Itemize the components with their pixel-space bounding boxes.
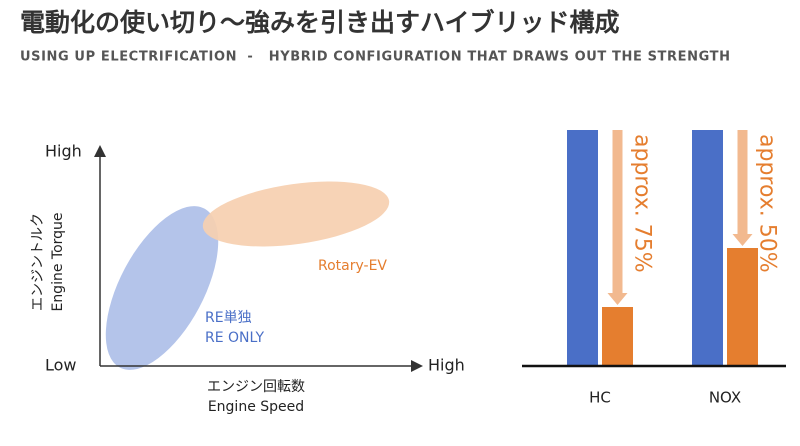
bar bbox=[692, 130, 723, 366]
x-tick-label: HC bbox=[589, 389, 611, 407]
annotation: approx. 75% bbox=[630, 134, 655, 273]
region-label: RE単独 bbox=[205, 310, 252, 326]
y-low: Low bbox=[45, 356, 77, 375]
y-label: エンジントルク bbox=[30, 213, 46, 311]
reduction-arrow bbox=[732, 130, 753, 246]
x-high: High bbox=[428, 356, 465, 375]
bar bbox=[567, 130, 598, 366]
y-label: Engine Torque bbox=[50, 212, 66, 311]
bar bbox=[727, 248, 758, 366]
diagram: High Low High エンジントルク Engine Torque エンジン… bbox=[30, 142, 465, 416]
subtitle: USING UP ELECTRIFICATION - HYBRID CONFIG… bbox=[20, 50, 731, 65]
region-label: Rotary-EV bbox=[318, 258, 387, 274]
region-re-only bbox=[105, 206, 219, 370]
title: 電動化の使い切り～強みを引き出すハイブリッド構成 bbox=[20, 8, 620, 37]
annotation: approx. 50% bbox=[755, 134, 780, 273]
x-tick-label: NOX bbox=[709, 389, 741, 407]
x-label: エンジン回転数 bbox=[207, 379, 305, 395]
bar bbox=[602, 307, 633, 366]
y-high: High bbox=[45, 142, 82, 161]
region-label: RE ONLY bbox=[205, 330, 264, 346]
reduction-arrow bbox=[607, 130, 628, 305]
region-rotary-ev bbox=[202, 181, 390, 247]
x-label: Engine Speed bbox=[208, 399, 304, 415]
